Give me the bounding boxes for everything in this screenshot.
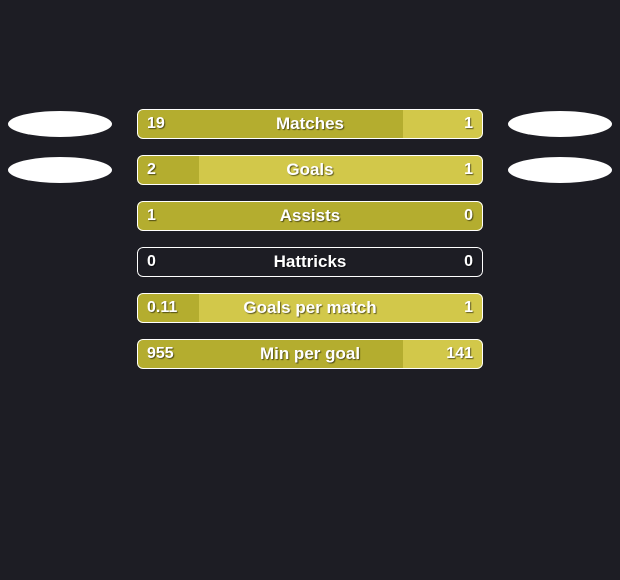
player-icon-left — [8, 157, 112, 183]
stat-value-right: 0 — [464, 247, 473, 277]
stat-bar-right-segment — [199, 293, 483, 323]
stat-bar: 191Matches — [137, 109, 483, 139]
stat-bar-right-segment — [403, 339, 483, 369]
stat-row: 191Matches — [0, 109, 620, 139]
stat-bar-left-segment — [137, 339, 403, 369]
stat-bar-left-segment — [137, 109, 403, 139]
stat-label: Hattricks — [137, 247, 483, 277]
stat-row: 0 0Hattricks — [0, 247, 620, 277]
background — [0, 0, 620, 580]
player-icon-right — [508, 157, 612, 183]
player-icon-left — [8, 111, 112, 137]
stat-row: 0.111Goals per match — [0, 293, 620, 323]
stat-value-left: 0 — [147, 247, 156, 277]
stat-bar: 955141Min per goal — [137, 339, 483, 369]
stat-row: 10Assists — [0, 201, 620, 231]
stat-bar: 10Assists — [137, 201, 483, 231]
stat-bar-right-segment — [199, 155, 483, 185]
player-icon-right — [508, 111, 612, 137]
stat-bar-left-segment — [137, 293, 199, 323]
stat-row: 21Goals — [0, 155, 620, 185]
stat-bar-right-segment — [403, 109, 483, 139]
stat-bar: 0 0Hattricks — [137, 247, 483, 277]
stat-row: 955141Min per goal — [0, 339, 620, 369]
stat-bar: 21Goals — [137, 155, 483, 185]
stat-bar-left-segment — [137, 155, 199, 185]
stat-bar-border — [137, 247, 483, 277]
stat-bar: 0.111Goals per match — [137, 293, 483, 323]
stat-bar-left-segment — [137, 201, 483, 231]
